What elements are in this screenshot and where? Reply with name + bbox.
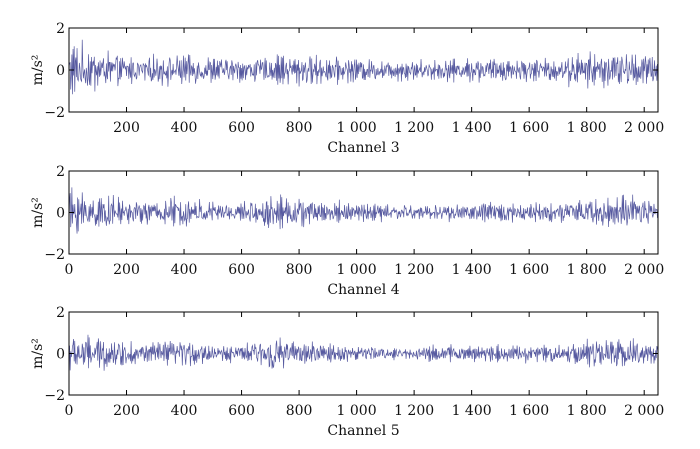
x-tick-label: 1 600: [509, 403, 549, 419]
y-axis-label: m/s²: [30, 55, 46, 86]
x-axis-label: Channel 4: [327, 282, 399, 298]
x-tick-label: 1 200: [394, 262, 434, 278]
x-tick-label: 800: [286, 262, 313, 278]
x-tick-label: 1 600: [509, 120, 549, 136]
x-tick-label: 600: [228, 262, 255, 278]
x-tick-label: 1 400: [452, 120, 492, 136]
x-tick-label: 400: [171, 120, 198, 136]
x-tick-label: 2 000: [624, 403, 664, 419]
x-tick-label: 1 800: [567, 120, 607, 136]
x-tick-label: 200: [113, 262, 140, 278]
y-tick-label: −2: [44, 247, 65, 263]
x-tick-label: 1 000: [337, 262, 377, 278]
x-tick-label: 1 600: [509, 262, 549, 278]
y-tick-label: 0: [56, 63, 65, 79]
x-tick-label: 1 400: [452, 262, 492, 278]
x-tick-label: 400: [171, 403, 198, 419]
chart-panel-5: 0 200 400 600 800 1 000 1 200 1 400 1 600 1 800 2 …: [30, 305, 664, 439]
x-tick-label: 400: [171, 262, 198, 278]
x-tick-label: 1 200: [394, 403, 434, 419]
x-tick-label: 1 000: [337, 403, 377, 419]
signal-series-4: [68, 187, 659, 234]
x-tick-label: 800: [286, 403, 313, 419]
x-tick-label: 200: [113, 403, 140, 419]
x-tick-label: 0: [65, 262, 74, 278]
y-tick-label: 2: [56, 305, 65, 321]
y-tick-label: −2: [44, 388, 65, 404]
x-tick-label: 800: [286, 120, 313, 136]
y-tick-label: −2: [44, 105, 65, 121]
signal-series-5: [68, 334, 659, 371]
x-tick-label: 1 800: [567, 403, 607, 419]
signal-series-3: [68, 39, 659, 95]
y-tick-label: 0: [56, 347, 65, 363]
y-axis-label: m/s²: [30, 197, 46, 228]
y-tick-label: 2: [56, 21, 65, 37]
x-tick-label: 600: [228, 403, 255, 419]
x-tick-label: 0: [65, 403, 74, 419]
x-tick-label: 1 800: [567, 262, 607, 278]
x-tick-label: 200: [113, 120, 140, 136]
y-axis-label: m/s²: [30, 338, 46, 369]
x-tick-label: 1 200: [394, 120, 434, 136]
x-tick-label: 2 000: [624, 262, 664, 278]
chart-panel-3: 200 400 600 800 1 000 1 200 1 400 1 600 1 800 2 0…: [30, 21, 664, 156]
x-axis-label: Channel 5: [327, 423, 399, 439]
y-tick-label: 2: [56, 164, 65, 180]
x-tick-label: 600: [228, 120, 255, 136]
x-tick-label: 1 000: [337, 120, 377, 136]
chart-panel-4: 0 200 400 600 800 1 000 1 200 1 400 1 600 1 800 2 …: [30, 164, 664, 298]
x-axis-label: Channel 3: [327, 140, 399, 156]
x-tick-label: 1 400: [452, 403, 492, 419]
y-tick-label: 0: [56, 206, 65, 222]
x-tick-label: 2 000: [624, 120, 664, 136]
